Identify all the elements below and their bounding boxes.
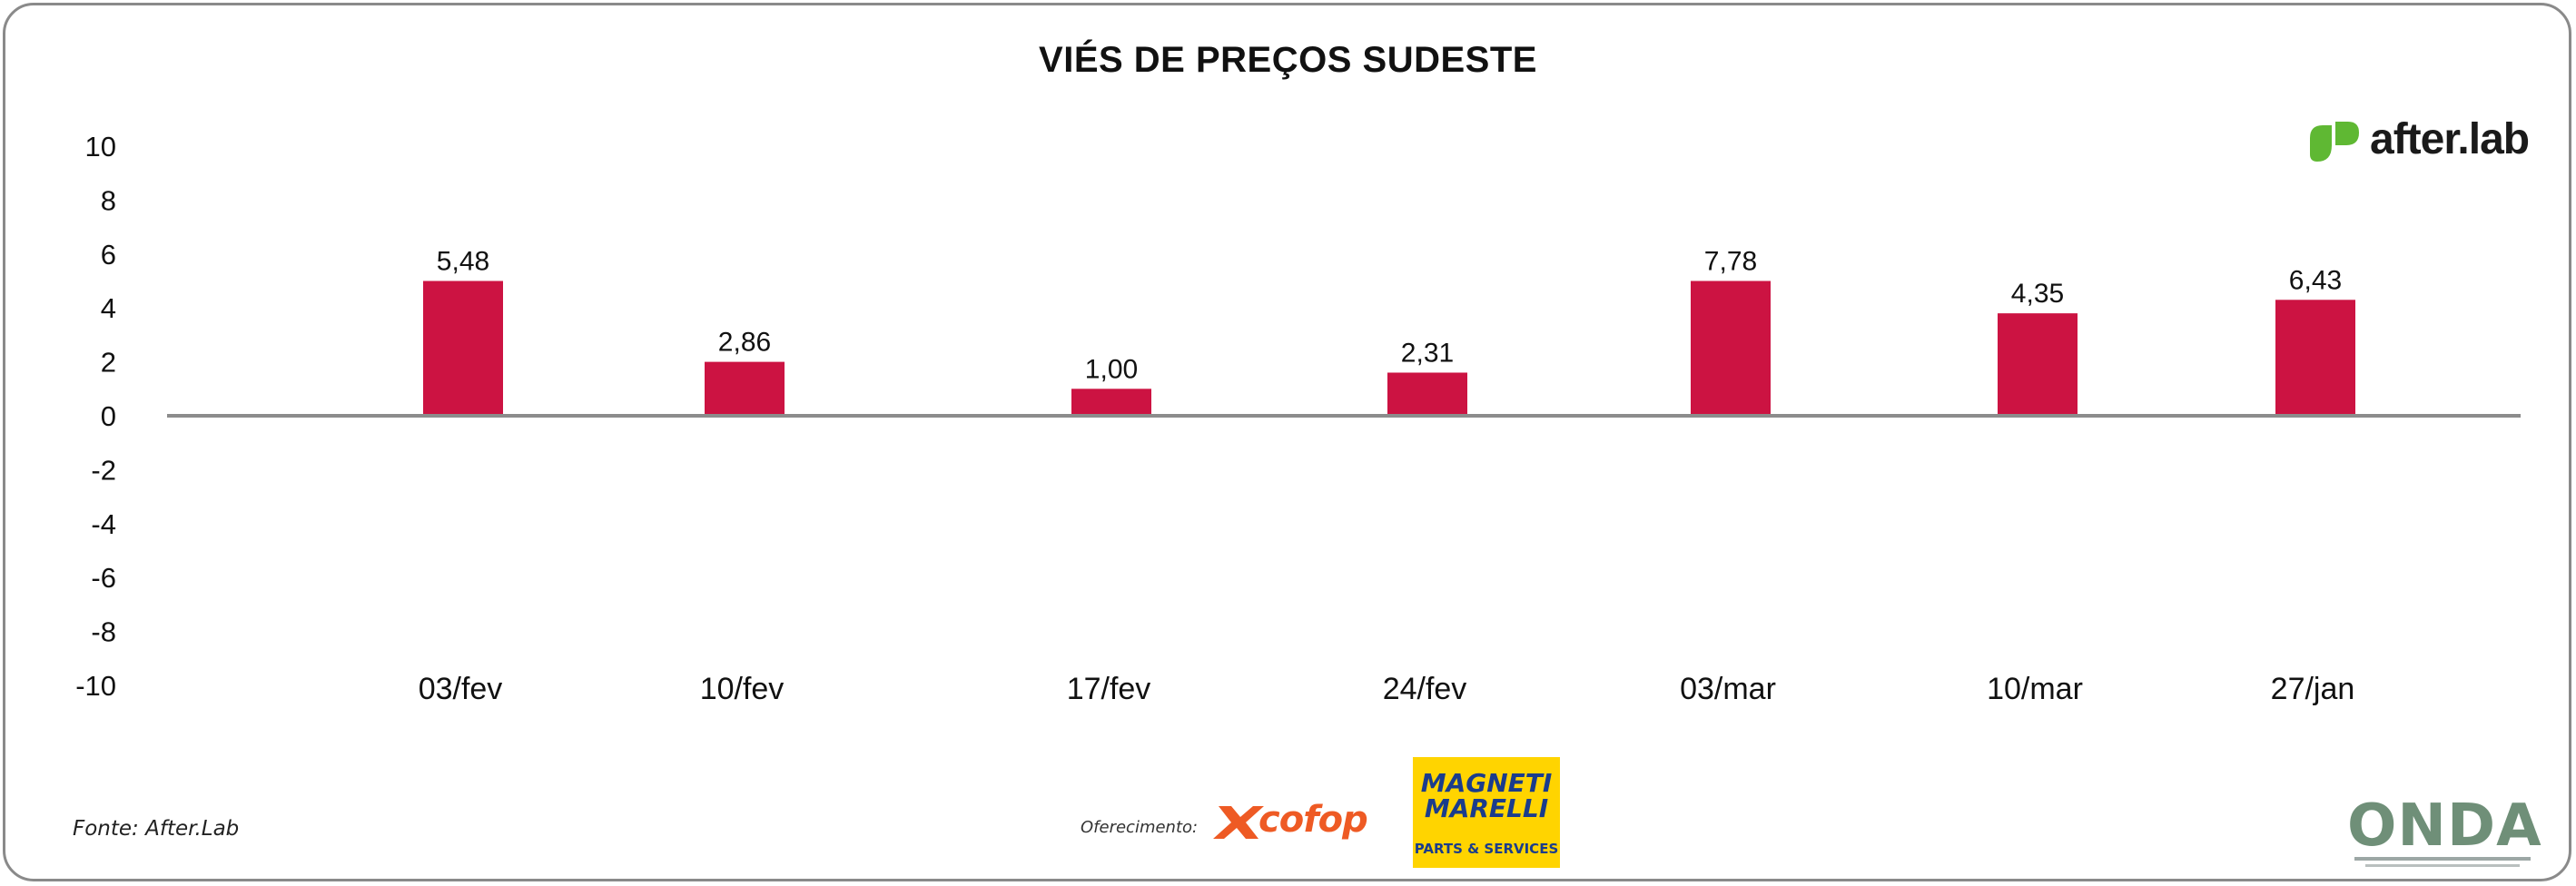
data-label: 2,86 — [718, 328, 771, 358]
sponsor-label: Oferecimento: — [1081, 818, 1199, 837]
bar — [1998, 313, 2078, 416]
y-tick-label: 10 — [85, 131, 116, 162]
onda-logo-tagline-rule — [2365, 864, 2520, 867]
x-tick-label: 24/fev — [1383, 672, 1467, 706]
bars — [423, 281, 2355, 416]
x-tick-label: 03/mar — [1680, 672, 1776, 706]
y-tick-label: 8 — [101, 184, 116, 216]
y-axis-ticks: 10 8 6 4 2 0 -2 -4 -6 -8 -10 — [75, 131, 116, 702]
bar — [1071, 389, 1151, 416]
data-label: 6,43 — [2289, 265, 2342, 295]
x-tick-label: 27/jan — [2271, 672, 2355, 706]
chart-frame — [3, 3, 2571, 881]
x-axis-labels: 03/fev 10/fev 17/fev 24/fev 03/mar 10/mar 27/j… — [419, 672, 2355, 706]
bar — [1387, 372, 1467, 416]
after-lab-logo: after.lab — [2306, 114, 2551, 171]
magneti-marelli-logo-line-2: MARELLI — [1424, 793, 1549, 823]
y-tick-label: -10 — [75, 670, 116, 702]
data-label: 7,78 — [1704, 247, 1757, 277]
chart-title: VIÉS DE PREÇOS SUDESTE — [1039, 40, 1537, 80]
data-label: 4,35 — [2011, 279, 2064, 309]
y-tick-label: 0 — [101, 400, 116, 432]
x-tick-label: 10/fev — [700, 672, 785, 706]
bar — [705, 361, 785, 416]
y-tick-label: -6 — [91, 562, 116, 594]
cofop-logo-text: cofop — [1258, 799, 1368, 841]
y-tick-label: 4 — [101, 292, 116, 324]
x-tick-label: 17/fev — [1067, 672, 1151, 706]
onda-logo-text: ONDA — [2347, 792, 2542, 860]
data-labels: 5,48 2,86 1,00 2,31 7,78 4,35 6,43 — [437, 247, 2342, 385]
onda-logo: ONDA — [2347, 792, 2542, 870]
y-tick-label: 6 — [101, 239, 116, 271]
magneti-marelli-logo-line-3: PARTS & SERVICES — [1414, 841, 1559, 857]
y-tick-label: -8 — [91, 616, 116, 648]
bar — [423, 281, 503, 416]
cofop-logo: cofop — [1213, 799, 1386, 846]
y-tick-label: -4 — [91, 508, 116, 540]
after-lab-logo-text: after.lab — [2370, 115, 2530, 163]
cofop-logo-icon — [1213, 806, 1264, 839]
bar — [2275, 300, 2355, 416]
data-label: 5,48 — [437, 247, 489, 277]
y-tick-label: 2 — [101, 347, 116, 379]
source-note: Fonte: After.Lab — [73, 817, 240, 841]
after-lab-logo-icon — [2310, 122, 2359, 162]
data-label: 1,00 — [1085, 354, 1138, 384]
x-tick-label: 10/mar — [1987, 672, 2083, 706]
magneti-marelli-logo-line-1: MAGNETI — [1420, 768, 1553, 798]
y-tick-label: -2 — [91, 454, 116, 486]
bar — [1691, 281, 1771, 416]
data-label: 2,31 — [1401, 338, 1454, 368]
onda-logo-underline — [2354, 857, 2531, 861]
magneti-marelli-logo: MAGNETI MARELLI PARTS & SERVICES — [1413, 757, 1560, 868]
x-tick-label: 03/fev — [419, 672, 503, 706]
